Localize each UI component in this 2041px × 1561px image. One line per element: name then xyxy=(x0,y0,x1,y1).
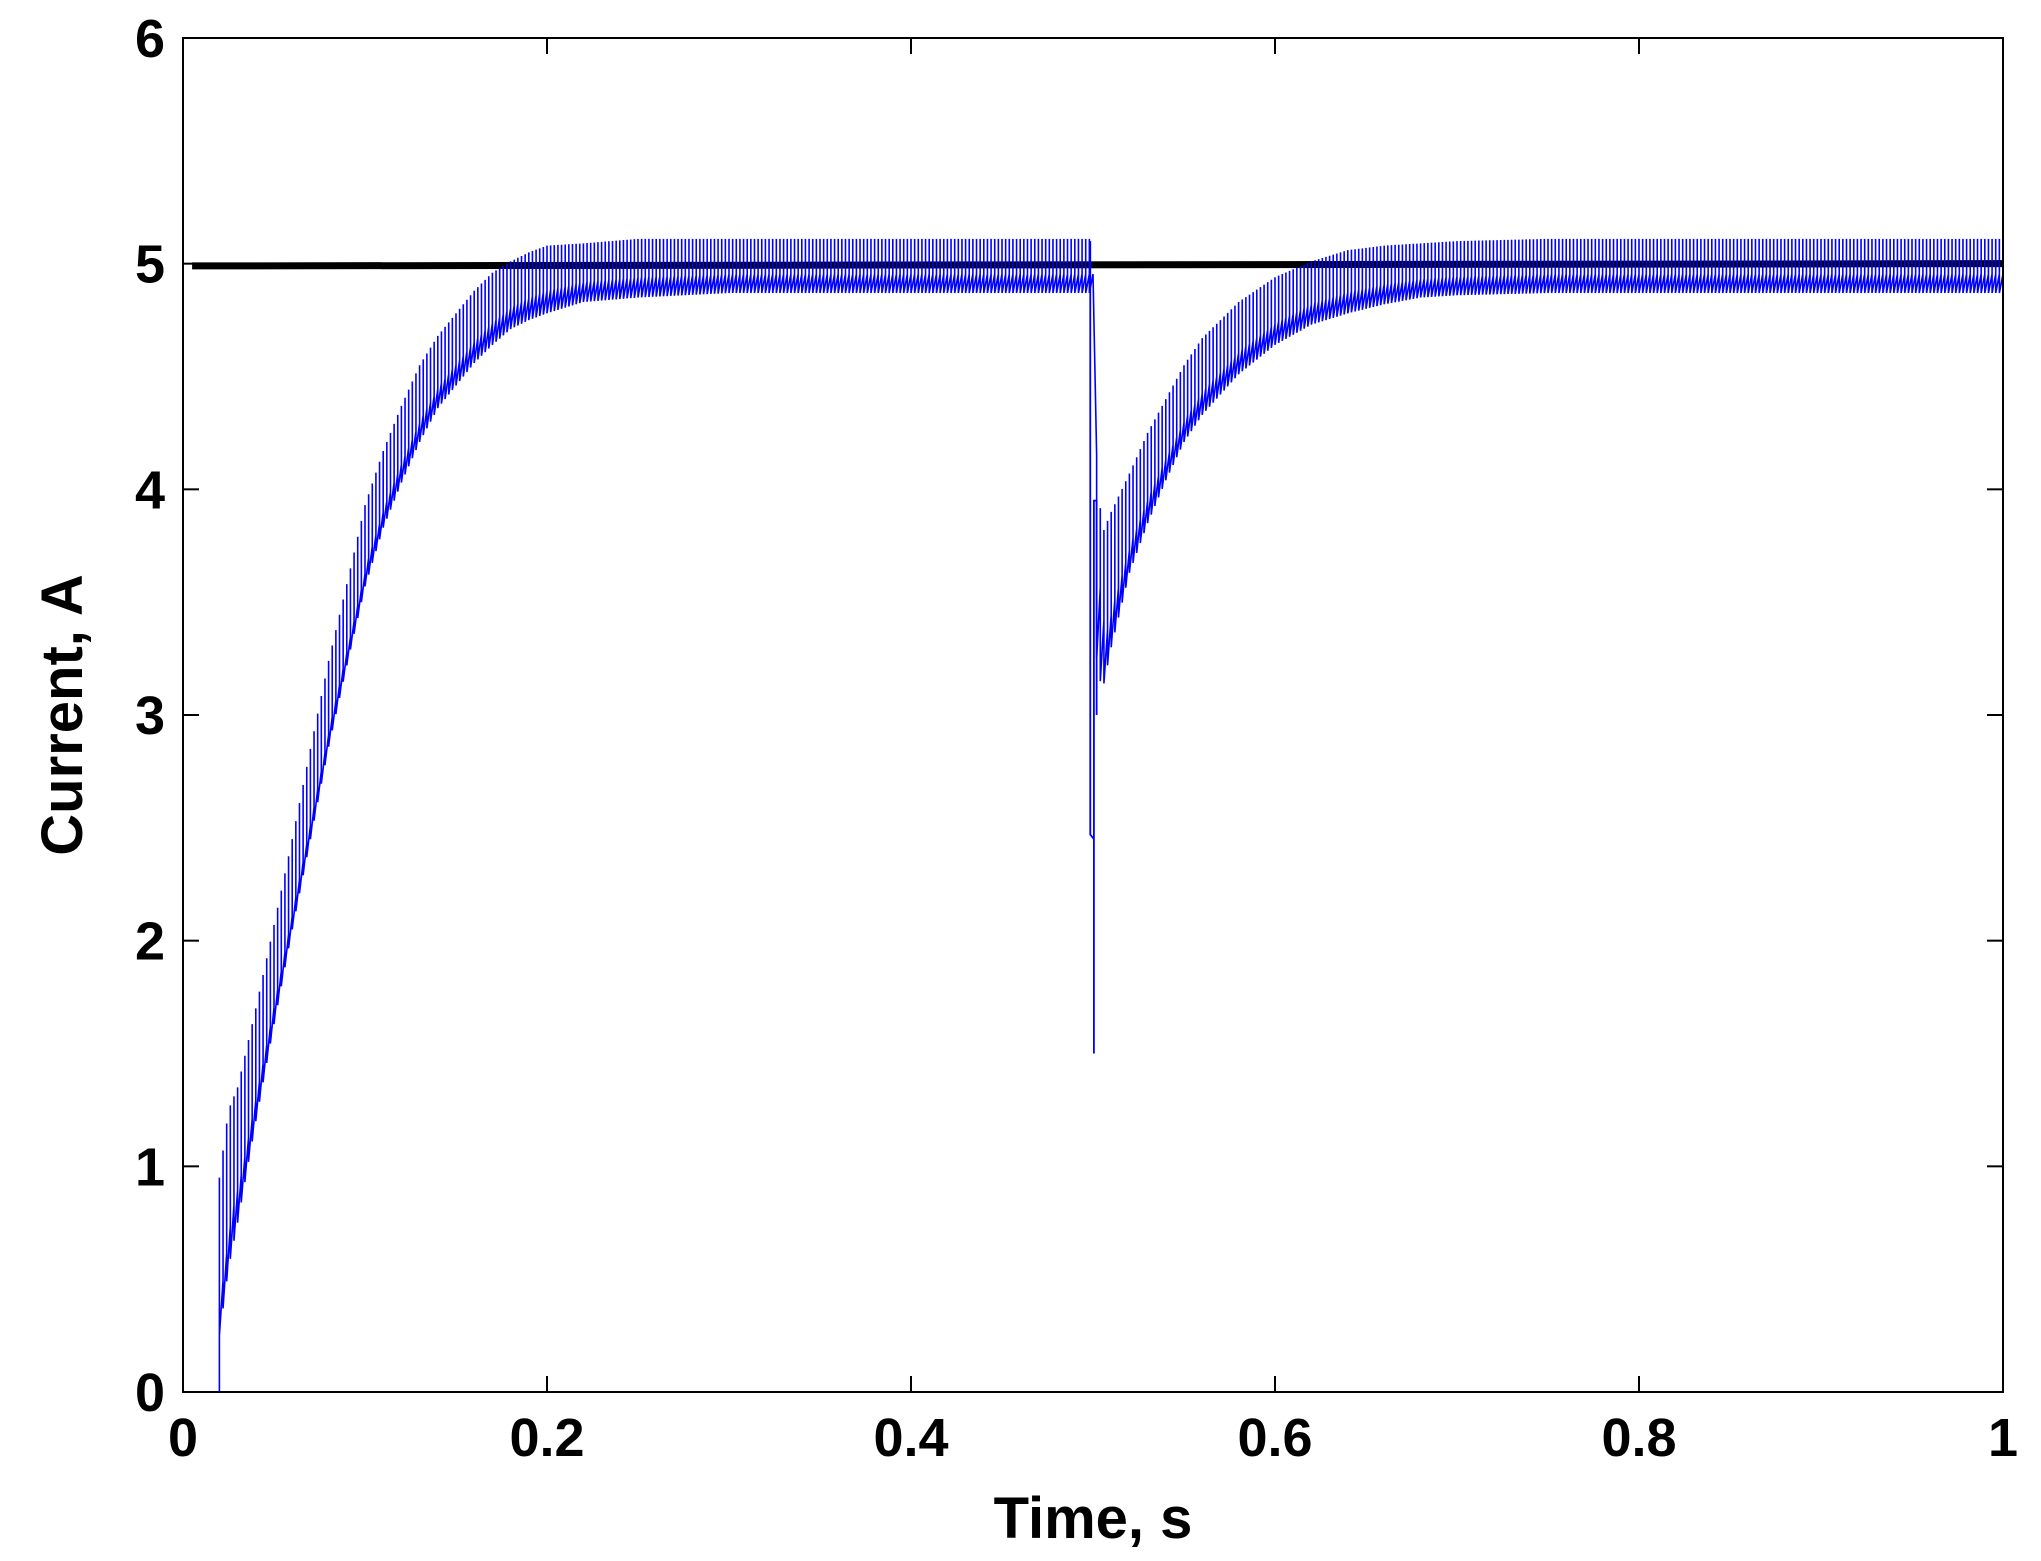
y-tick-label: 2 xyxy=(135,912,165,972)
x-tick-label: 1 xyxy=(1988,1408,2018,1468)
y-tick-label: 5 xyxy=(135,235,165,295)
x-tick-label: 0.6 xyxy=(1237,1408,1312,1468)
x-tick-label: 0 xyxy=(168,1408,198,1468)
x-tick-label: 0.2 xyxy=(509,1408,584,1468)
y-tick-label: 3 xyxy=(135,686,165,746)
x-axis-title: Time, s xyxy=(994,1486,1193,1551)
tick-labels: 0 0.2 0.4 0.6 0.8 1 0 1 2 3 4 5 6 xyxy=(135,9,2018,1468)
measured-current-line xyxy=(183,238,2004,1393)
y-tick-label: 4 xyxy=(135,460,165,520)
plot-frame xyxy=(182,37,2004,1393)
disturbance-spike xyxy=(1089,241,1098,1054)
x-tick-label: 0.4 xyxy=(873,1408,948,1468)
y-tick-label: 0 xyxy=(135,1363,165,1423)
y-axis-title: Current, A xyxy=(30,574,95,855)
y-tick-label: 1 xyxy=(135,1137,165,1197)
y-tick-label: 6 xyxy=(135,9,165,69)
reference-line xyxy=(192,260,2004,270)
plot-data xyxy=(183,238,2004,1393)
x-tick-label: 0.8 xyxy=(1601,1408,1676,1468)
